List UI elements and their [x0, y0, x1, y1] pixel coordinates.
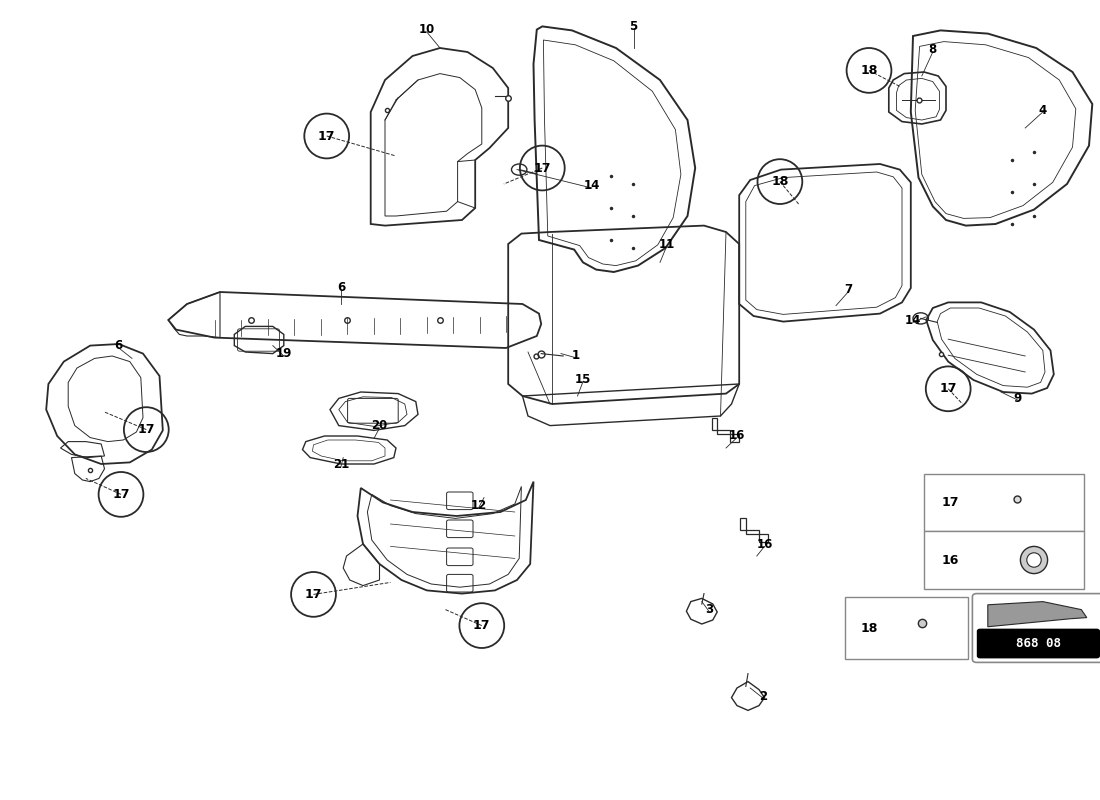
Text: 5: 5 — [629, 20, 638, 33]
Text: 2: 2 — [759, 690, 768, 702]
Ellipse shape — [1026, 553, 1042, 567]
Text: 6: 6 — [337, 281, 345, 294]
Text: 16: 16 — [757, 538, 772, 550]
Text: 14: 14 — [905, 314, 921, 326]
Text: 4: 4 — [1038, 104, 1047, 117]
Text: 20: 20 — [372, 419, 387, 432]
Text: 16: 16 — [942, 554, 959, 566]
Text: 18: 18 — [771, 175, 789, 188]
FancyBboxPatch shape — [845, 597, 968, 659]
Text: 17: 17 — [939, 382, 957, 395]
Text: 12: 12 — [471, 499, 486, 512]
Text: 9: 9 — [1013, 392, 1022, 405]
Text: 17: 17 — [473, 619, 491, 632]
Text: 3: 3 — [705, 603, 714, 616]
Text: 19: 19 — [276, 347, 292, 360]
Text: 17: 17 — [318, 130, 336, 142]
FancyBboxPatch shape — [924, 531, 1084, 589]
FancyBboxPatch shape — [924, 474, 1084, 531]
Text: 11: 11 — [659, 238, 674, 250]
Text: 17: 17 — [305, 588, 322, 601]
Text: 18: 18 — [860, 622, 878, 634]
FancyBboxPatch shape — [972, 594, 1100, 662]
Text: 6: 6 — [114, 339, 123, 352]
Text: 8: 8 — [928, 43, 937, 56]
Text: 14: 14 — [584, 179, 600, 192]
Text: 7: 7 — [844, 283, 852, 296]
Text: 17: 17 — [112, 488, 130, 501]
Text: 10: 10 — [419, 23, 435, 36]
FancyBboxPatch shape — [977, 629, 1100, 658]
Text: 17: 17 — [534, 162, 551, 174]
Text: 868 08: 868 08 — [1016, 637, 1060, 650]
Polygon shape — [988, 602, 1087, 626]
Text: 15: 15 — [575, 373, 591, 386]
Text: 21: 21 — [333, 458, 349, 470]
Text: 17: 17 — [942, 496, 959, 509]
Text: 18: 18 — [860, 64, 878, 77]
Ellipse shape — [1021, 546, 1047, 574]
Text: 1: 1 — [571, 349, 580, 362]
Text: 16: 16 — [729, 429, 745, 442]
Text: 17: 17 — [138, 423, 155, 436]
